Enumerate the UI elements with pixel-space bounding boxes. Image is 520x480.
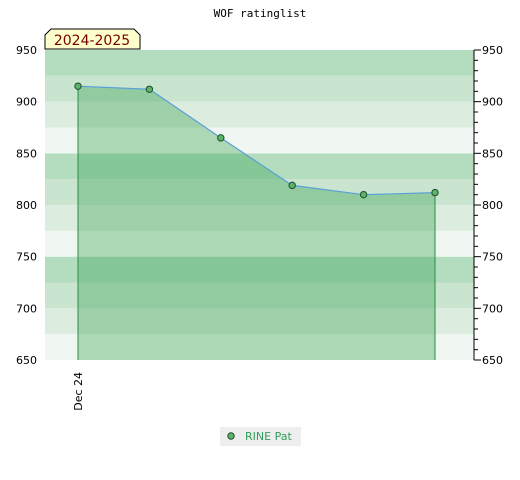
data-point [74, 82, 82, 90]
data-point [431, 188, 439, 197]
y-tick-label-left: 700 [16, 302, 37, 315]
y-tick-label-right: 650 [482, 354, 503, 367]
background-bands [45, 50, 474, 360]
area-layer [74, 82, 439, 361]
left-axis: 650 700 750 800 850 900 950 [16, 44, 37, 367]
y-tick-label-left: 750 [16, 251, 37, 264]
data-point [217, 134, 225, 142]
y-tick-label-left: 650 [16, 354, 37, 367]
series-area [78, 86, 435, 361]
legend-marker [227, 432, 235, 440]
legend-box [220, 427, 301, 446]
season-badge: 2024-2025 [44, 28, 141, 50]
background-band [45, 282, 474, 309]
y-tick-label-left: 800 [16, 199, 37, 212]
series-line [77, 85, 436, 196]
x-axis: Dec 24 [72, 372, 85, 411]
y-tick-label-right: 850 [482, 147, 503, 160]
background-band [45, 127, 474, 154]
background-band [45, 205, 474, 231]
season-badge-box [44, 28, 141, 50]
right-axis: 650 700 750 800 850 900 950 [473, 44, 503, 367]
background-band [45, 308, 474, 335]
y-tick-label-right: 800 [482, 199, 503, 212]
y-tick-label-left: 850 [16, 147, 37, 160]
data-point [145, 85, 154, 93]
y-tick-label-right: 900 [482, 96, 503, 109]
background-band [45, 230, 474, 257]
y-tick-label-left: 900 [16, 96, 37, 109]
legend-series-label: RINE Pat [245, 430, 292, 443]
season-badge-label: 2024-2025 [54, 33, 130, 49]
x-tick-label: Dec 24 [72, 372, 85, 411]
background-band [45, 256, 474, 283]
chart-title: WOF ratinglist [214, 7, 307, 20]
background-band [45, 153, 474, 180]
y-tick-label-left: 950 [16, 44, 37, 57]
data-point [359, 190, 368, 199]
background-band [45, 75, 474, 102]
legend: RINE Pat [220, 427, 301, 446]
background-band [45, 101, 474, 128]
background-band [45, 179, 474, 205]
y-tick-label-right: 700 [482, 302, 503, 315]
background-band [45, 50, 474, 76]
y-tick-label-right: 950 [482, 44, 503, 57]
y-tick-label-right: 750 [482, 251, 503, 264]
data-point [288, 181, 296, 190]
background-band [45, 334, 474, 360]
